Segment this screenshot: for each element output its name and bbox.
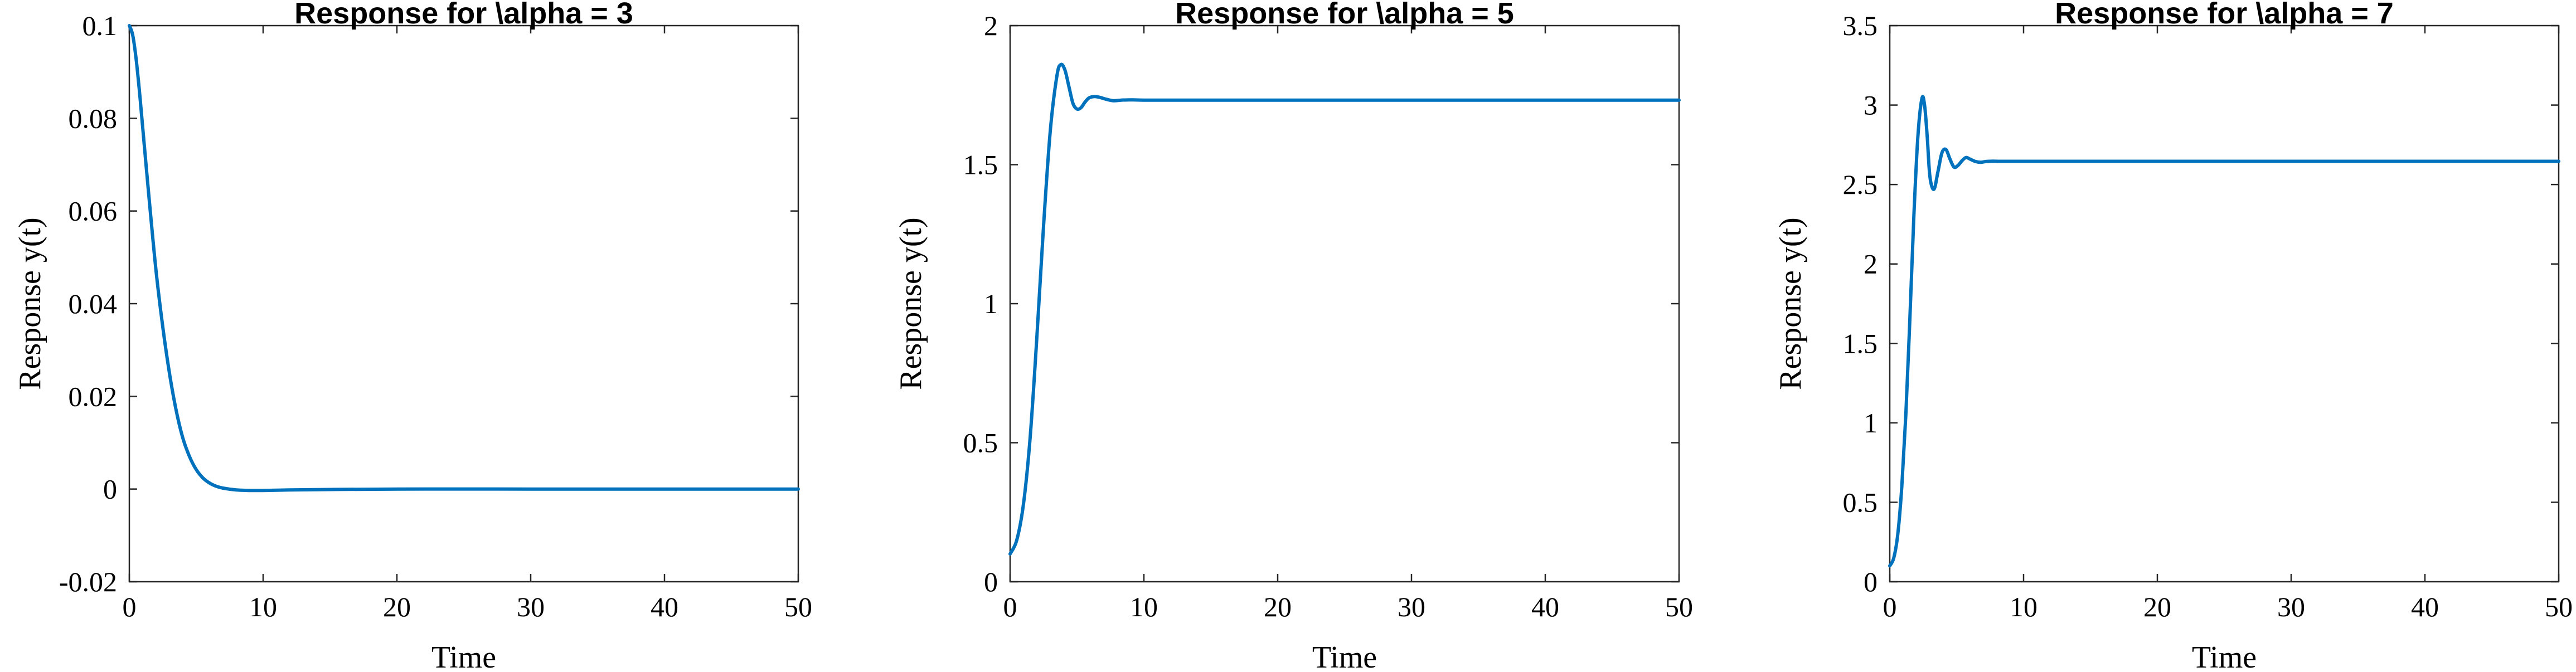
y-tick-label: 3 bbox=[1864, 90, 1878, 121]
x-tick-label: 10 bbox=[249, 591, 277, 622]
x-tick-label: 10 bbox=[1130, 591, 1158, 622]
y-tick-label: 1 bbox=[1864, 407, 1878, 439]
y-tick-label: 2 bbox=[1864, 249, 1878, 280]
y-tick-label: 0 bbox=[1864, 566, 1878, 597]
y-tick-label: 1.5 bbox=[963, 149, 998, 181]
y-tick-label: 0 bbox=[103, 474, 117, 505]
chart-title: Response for \alpha = 5 bbox=[1175, 0, 1514, 30]
chart-panel-3: 0 10 20 30 40 50 0 0.5 1 1.5 2 2.5 3 3.5 Response for … bbox=[1773, 0, 2573, 672]
y-tick-label: 2 bbox=[984, 10, 998, 41]
x-tick-label: 30 bbox=[1398, 591, 1425, 622]
x-axis-label: Time bbox=[1312, 640, 1377, 672]
plot-area bbox=[1889, 25, 2560, 583]
y-axis-label: Response y(t) bbox=[13, 217, 47, 390]
chart-title: Response for \alpha = 7 bbox=[2055, 0, 2394, 30]
y-tick-label: 0.04 bbox=[69, 288, 118, 319]
y-tick-label: -0.02 bbox=[59, 566, 117, 597]
x-tick-label: 0 bbox=[1003, 591, 1017, 622]
chart-title: Response for \alpha = 3 bbox=[294, 0, 633, 30]
x-tick-label: 30 bbox=[517, 591, 545, 622]
y-tick-label: 2.5 bbox=[1843, 169, 1878, 200]
chart-panel-2: 0 10 20 30 40 50 0 0.5 1 1.5 2 Response for \alpha … bbox=[894, 0, 1693, 672]
x-tick-label: 40 bbox=[651, 591, 678, 622]
y-tick-label: 1 bbox=[984, 288, 998, 319]
y-tick-label: 1.5 bbox=[1843, 328, 1878, 359]
series-line bbox=[1008, 62, 1681, 556]
x-tick-label: 10 bbox=[2010, 591, 2037, 622]
y-tick-label: 0 bbox=[984, 566, 998, 597]
y-axis-label: Response y(t) bbox=[1773, 217, 1808, 390]
y-tick-label: 3.5 bbox=[1843, 10, 1878, 41]
x-tick-label: 50 bbox=[1665, 591, 1693, 622]
x-tick-label: 50 bbox=[2545, 591, 2573, 622]
x-tick-label: 0 bbox=[123, 591, 137, 622]
x-axis-label: Time bbox=[2192, 640, 2257, 672]
x-tick-label: 20 bbox=[2143, 591, 2171, 622]
y-tick-label: 0.5 bbox=[963, 427, 998, 459]
y-tick-label: 0.5 bbox=[1843, 486, 1878, 518]
x-tick-label: 20 bbox=[383, 591, 411, 622]
x-tick-label: 40 bbox=[1531, 591, 1559, 622]
x-tick-label: 40 bbox=[2411, 591, 2439, 622]
series-line bbox=[1888, 95, 2560, 568]
x-tick-label: 0 bbox=[1883, 591, 1897, 622]
x-tick-label: 50 bbox=[784, 591, 812, 622]
y-tick-label: 0.1 bbox=[83, 10, 118, 41]
y-tick-label: 0.08 bbox=[69, 103, 118, 134]
y-tick-label: 0.06 bbox=[69, 196, 118, 227]
y-axis-label: Response y(t) bbox=[894, 217, 928, 390]
plot-area bbox=[1009, 25, 1680, 583]
x-tick-label: 30 bbox=[2277, 591, 2305, 622]
y-tick-label: 0.02 bbox=[69, 381, 118, 412]
x-axis-label: Time bbox=[431, 640, 496, 672]
plot-area bbox=[128, 25, 799, 583]
x-tick-label: 20 bbox=[1264, 591, 1292, 622]
series-line bbox=[128, 24, 800, 493]
